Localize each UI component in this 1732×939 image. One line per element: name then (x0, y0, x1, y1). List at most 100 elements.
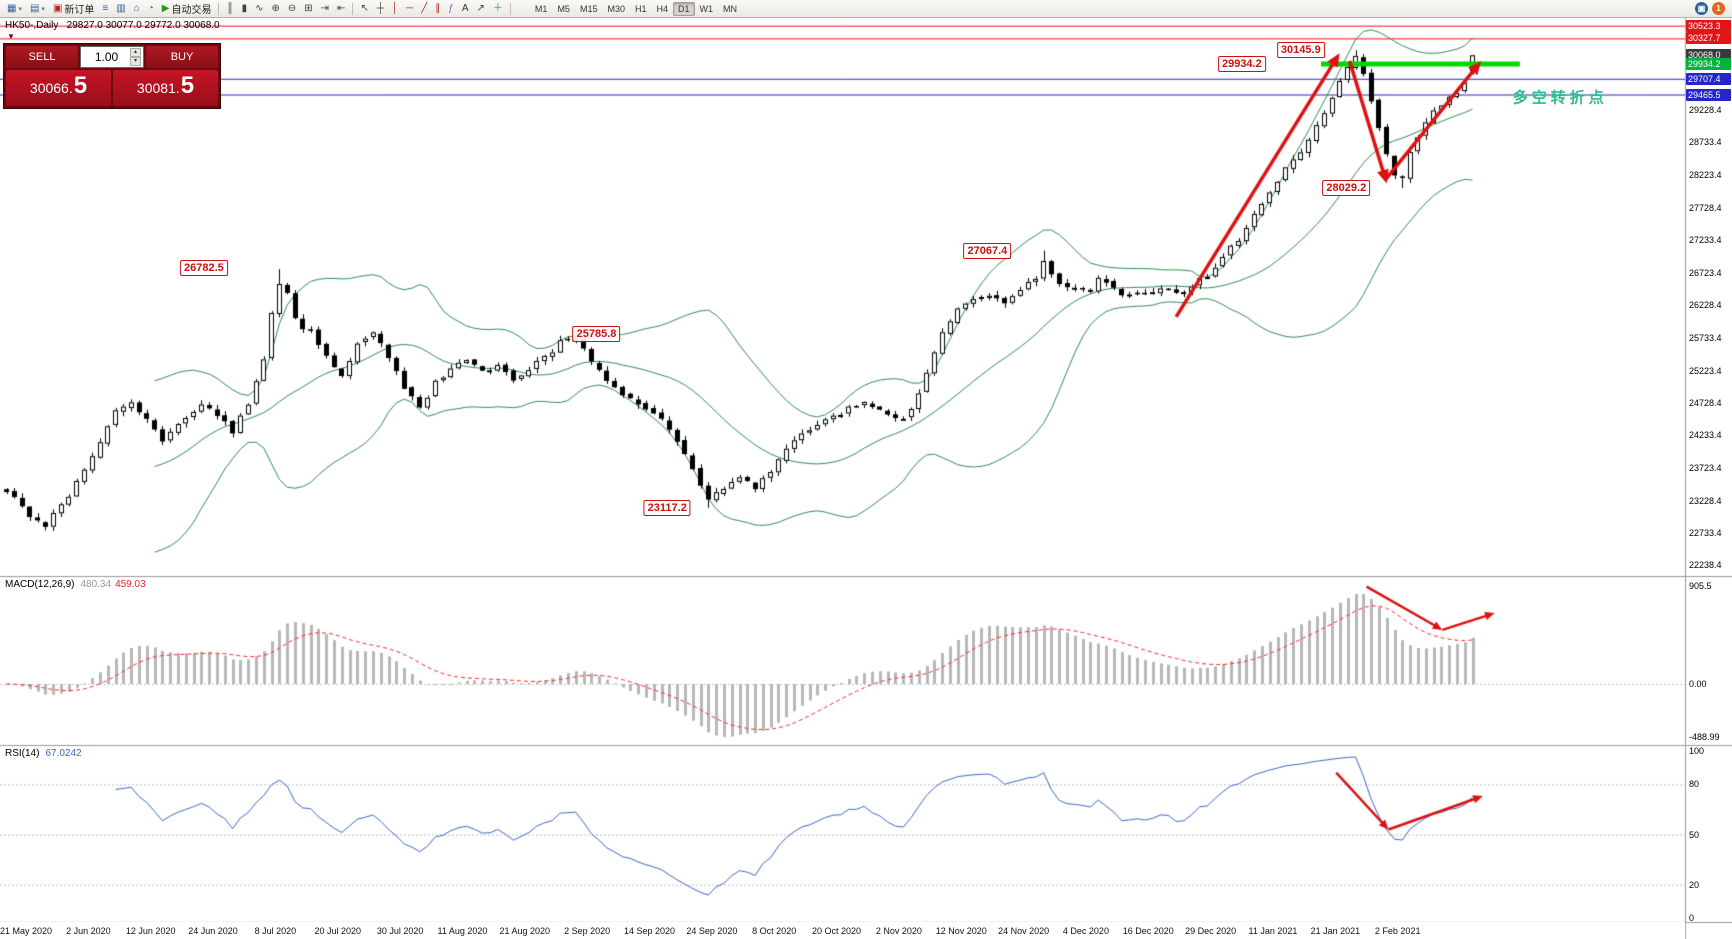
new-chart-icon: ▦ (7, 2, 17, 14)
trade-panel-collapse-icon[interactable]: ▼ (7, 32, 15, 41)
toolbar-separator (352, 2, 354, 15)
vertical-line-icon: │ (391, 2, 399, 14)
sell-button[interactable]: SELL (6, 46, 78, 68)
market-watch-icon[interactable]: ≡ (98, 1, 112, 17)
text-icon[interactable]: A (458, 1, 473, 17)
macd-indicator-label: MACD(12,26,9) 480.34 459.03 (5, 579, 146, 590)
date-label: 14 Sep 2020 (623, 926, 676, 936)
strategy-tester-icon: ◔ (147, 2, 154, 14)
date-label: 30 Jul 2020 (376, 926, 424, 936)
vertical-line-icon[interactable]: │ (388, 1, 402, 17)
timeframe-h1-button[interactable]: H1 (634, 3, 647, 14)
price-axis-label: 28223.4 (1689, 170, 1722, 181)
rsi-name: RSI(14) (5, 748, 40, 759)
new-order-button[interactable]: ▣ 新订单 (49, 1, 98, 17)
zoom-out-icon[interactable]: ⊖ (284, 1, 300, 17)
crosshair-icon[interactable]: ┼ (373, 1, 388, 17)
date-label: 21 Aug 2020 (499, 926, 551, 936)
volume-up-button[interactable]: ▴ (130, 48, 141, 57)
date-label: 8 Oct 2020 (752, 926, 797, 936)
buy-price[interactable]: 30081. 5 (113, 70, 218, 106)
candlestick-chart-icon[interactable]: ▮ (238, 1, 252, 17)
data-window-icon: ▥ (116, 2, 126, 14)
volume-value: 1.00 (94, 50, 119, 64)
community-icon[interactable]: ▣ (1695, 2, 1708, 15)
price-axis-label: 50 (1689, 829, 1700, 840)
date-label: 4 Dec 2020 (1062, 926, 1109, 936)
volume-down-button[interactable]: ▾ (130, 57, 141, 66)
autotrading-button[interactable]: ▶ 自动交易 (158, 1, 216, 17)
date-label: 21 Jan 2021 (1310, 926, 1361, 936)
timeframe-m1-button[interactable]: M1 (534, 3, 548, 14)
date-label: 20 Oct 2020 (812, 926, 862, 936)
price-axis-label: 25223.4 (1689, 365, 1722, 376)
price-axis-label: 22733.4 (1689, 527, 1722, 538)
timeframe-w1-button[interactable]: W1 (699, 3, 714, 14)
notification-badge[interactable]: 1 (1712, 2, 1725, 15)
timeframe-d1-button[interactable]: D1 (673, 1, 695, 16)
fibonacci-icon[interactable]: ƒ (444, 1, 458, 17)
trendline-icon[interactable]: ╱ (417, 1, 431, 17)
buy-button[interactable]: BUY (146, 46, 218, 68)
one-click-trading-widget: SELL 1.00 ▴ ▾ BUY 30066. 5 30081. 5 (3, 43, 221, 109)
navigator-icon: ⌂ (133, 2, 140, 14)
arrows-icon[interactable]: ↗ (473, 1, 489, 17)
date-label: 2 Nov 2020 (875, 926, 922, 936)
price-axis-label: 0.00 (1689, 679, 1707, 689)
toolbar-separator (509, 2, 511, 15)
indicators-icon[interactable]: ＋ (489, 1, 507, 17)
timeframe-m30-button[interactable]: M30 (607, 3, 625, 14)
price-axis-label: 0 (1689, 913, 1695, 923)
volume-spinner[interactable]: 1.00 ▴ ▾ (80, 46, 144, 68)
equidistant-channel-icon[interactable]: ∥ (431, 1, 444, 17)
sell-price[interactable]: 30066. 5 (6, 70, 111, 106)
zoom-in-icon[interactable]: ⊕ (267, 1, 283, 17)
macd-main-value: 480.34 (80, 579, 112, 590)
price-tag: 30327.7 (1686, 32, 1731, 45)
auto-scroll-icon[interactable]: ⇥ (317, 1, 333, 17)
buy-price-main: 30081. (136, 80, 180, 96)
profiles-icon[interactable]: ▤ ▾ (26, 1, 49, 17)
line-chart-icon[interactable]: ∿ (251, 1, 267, 17)
profiles-icon: ▤ (29, 2, 40, 14)
chart-note-text[interactable]: 多空转折点 (1512, 89, 1608, 107)
toolbar-right-icons: ▣ 1 (1695, 2, 1729, 15)
price-axis-label: 29228.4 (1689, 104, 1722, 115)
date-label: 2 Feb 2021 (1374, 926, 1421, 936)
new-order-button: ▣ (52, 2, 63, 14)
strategy-tester-icon[interactable]: ◔ (144, 1, 158, 17)
timeframe-mn-button[interactable]: MN (723, 3, 738, 14)
chart-shift-icon[interactable]: ⇤ (333, 1, 349, 17)
new-chart-icon[interactable]: ▦ ▾ (3, 1, 26, 17)
timeframe-m5-button[interactable]: M5 (557, 3, 570, 14)
market-watch-icon: ≡ (102, 2, 109, 14)
price-axis-label: 27233.4 (1689, 234, 1722, 245)
rsi-value: 67.0242 (45, 748, 82, 759)
sell-price-frac: 5 (73, 72, 88, 99)
date-label: 24 Jun 2020 (188, 926, 238, 936)
tile-windows-icon[interactable]: ⊞ (300, 1, 316, 17)
price-tag: 29465.5 (1686, 88, 1731, 101)
price-axis-label: 20 (1689, 879, 1700, 890)
price-axis-label: 80 (1689, 779, 1700, 790)
horizontal-line-icon[interactable]: ─ (402, 1, 417, 17)
timeframe-m15-button[interactable]: M15 (579, 3, 598, 14)
cursor-icon: ↖ (360, 2, 369, 14)
navigator-icon[interactable]: ⌂ (130, 1, 144, 17)
timeframe-h4-button[interactable]: H4 (656, 3, 669, 14)
bar-chart-icon[interactable]: ║ (222, 1, 237, 17)
chart-symbol-info: HK50-,Daily 29827.0 30077.0 29772.0 3006… (5, 20, 220, 31)
data-window-icon[interactable]: ▥ (112, 1, 129, 17)
price-axis-label: 24728.4 (1689, 397, 1722, 408)
price-axis[interactable]: 29228.4 28733.4 28223.4 27728.4 27233.4 26723… (1685, 18, 1732, 939)
time-axis[interactable]: 21 May 2020 2 Jun 2020 12 Jun 2020 24 Jun 2… (0, 922, 1685, 939)
macd-name: MACD(12,26,9) (5, 579, 75, 590)
cursor-icon[interactable]: ↖ (356, 1, 372, 17)
chart-canvas[interactable] (0, 18, 1732, 939)
chart-shift-icon: ⇤ (337, 2, 346, 14)
date-label: 8 Jul 2020 (254, 926, 297, 936)
date-label: 12 Jun 2020 (125, 926, 176, 936)
price-tag: 30523.3 (1686, 19, 1731, 32)
candlestick-chart-icon: ▮ (241, 2, 248, 14)
new-order-button-label: 新订单 (64, 5, 95, 16)
